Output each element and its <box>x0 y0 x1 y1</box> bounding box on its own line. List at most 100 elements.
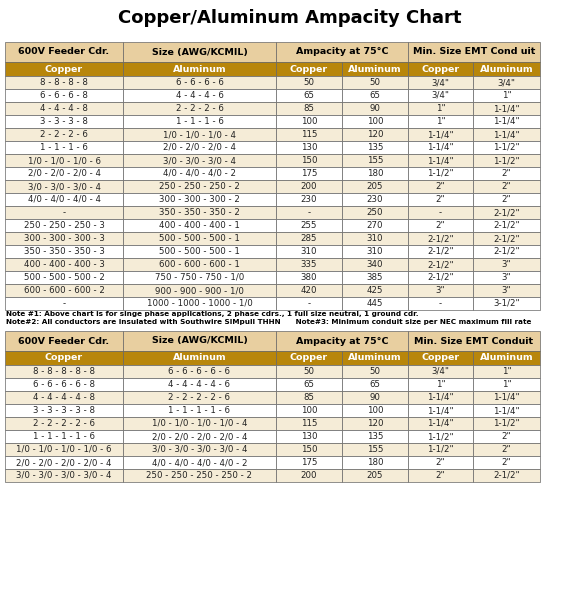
Bar <box>276 297 342 310</box>
Text: 85: 85 <box>303 104 314 113</box>
Text: 2-1/2": 2-1/2" <box>427 260 454 269</box>
Bar <box>473 443 540 456</box>
Text: 120: 120 <box>367 419 383 428</box>
Bar <box>123 351 276 365</box>
Text: 1": 1" <box>436 380 445 389</box>
Text: Size (AWG/KCMIL): Size (AWG/KCMIL) <box>151 337 248 346</box>
Bar <box>473 141 540 154</box>
Text: Min. Size EMT Cond uit: Min. Size EMT Cond uit <box>413 47 535 56</box>
Bar <box>123 62 276 76</box>
Text: Copper/Aluminum Ampacity Chart: Copper/Aluminum Ampacity Chart <box>118 9 462 27</box>
Bar <box>473 154 540 167</box>
Bar <box>5 154 123 167</box>
Text: 130: 130 <box>301 143 317 152</box>
Bar <box>276 141 342 154</box>
Bar <box>473 193 540 206</box>
Bar <box>123 404 276 417</box>
Text: 2": 2" <box>436 195 445 204</box>
Bar <box>473 167 540 180</box>
Bar <box>123 76 276 89</box>
Bar <box>123 443 276 456</box>
Text: 4 - 4 - 4 - 8: 4 - 4 - 4 - 8 <box>40 104 88 113</box>
Text: 2": 2" <box>502 169 512 178</box>
Text: 2-1/2": 2-1/2" <box>493 471 520 480</box>
Text: 2": 2" <box>502 445 512 454</box>
Bar <box>342 219 408 232</box>
Bar <box>342 180 408 193</box>
Text: 4/0 - 4/0 - 4/0 - 4: 4/0 - 4/0 - 4/0 - 4 <box>27 195 100 204</box>
Text: Aluminum: Aluminum <box>348 64 402 73</box>
Bar <box>342 469 408 482</box>
Bar <box>276 206 342 219</box>
Bar <box>123 115 276 128</box>
Text: 1000 - 1000 - 1000 - 1/0: 1000 - 1000 - 1000 - 1/0 <box>147 299 252 308</box>
Bar <box>473 62 540 76</box>
Bar <box>342 102 408 115</box>
Bar <box>123 193 276 206</box>
Bar <box>5 62 123 76</box>
Bar <box>123 430 276 443</box>
Text: 500 - 500 - 500 - 1: 500 - 500 - 500 - 1 <box>159 247 240 256</box>
Text: 2": 2" <box>436 182 445 191</box>
Text: 2": 2" <box>436 221 445 230</box>
Bar <box>408 404 473 417</box>
Text: 1": 1" <box>502 367 512 376</box>
Text: 65: 65 <box>369 380 380 389</box>
Text: 4/0 - 4/0 - 4/0 - 4/0 - 2: 4/0 - 4/0 - 4/0 - 4/0 - 2 <box>152 458 247 467</box>
Bar <box>408 378 473 391</box>
Text: 1-1/4": 1-1/4" <box>427 143 454 152</box>
Text: 600 - 600 - 600 - 1: 600 - 600 - 600 - 1 <box>159 260 240 269</box>
Bar <box>123 284 276 297</box>
Bar <box>408 443 473 456</box>
Text: Aluminum: Aluminum <box>173 64 226 73</box>
Text: 130: 130 <box>301 432 317 441</box>
Bar <box>408 456 473 469</box>
Bar <box>473 102 540 115</box>
Text: 250 - 250 - 250 - 2: 250 - 250 - 250 - 2 <box>159 182 240 191</box>
Text: 3/4": 3/4" <box>498 78 516 87</box>
Text: 3": 3" <box>502 260 512 269</box>
Bar <box>408 391 473 404</box>
Bar <box>5 430 123 443</box>
Bar <box>123 469 276 482</box>
Bar <box>473 245 540 258</box>
Text: 2": 2" <box>502 458 512 467</box>
Text: 200: 200 <box>301 182 317 191</box>
Text: 350 - 350 - 350 - 2: 350 - 350 - 350 - 2 <box>159 208 240 217</box>
Bar <box>408 271 473 284</box>
Bar <box>342 284 408 297</box>
Text: 310: 310 <box>367 234 383 243</box>
Bar <box>408 180 473 193</box>
Text: 90: 90 <box>369 393 380 402</box>
Bar <box>408 469 473 482</box>
Text: Copper: Copper <box>290 353 328 362</box>
Bar <box>276 219 342 232</box>
Bar <box>5 102 123 115</box>
Text: 2 - 2 - 2 - 6: 2 - 2 - 2 - 6 <box>176 104 223 113</box>
Bar <box>5 331 123 351</box>
Text: 50: 50 <box>369 78 380 87</box>
Bar <box>5 206 123 219</box>
Bar <box>342 417 408 430</box>
Text: Copper: Copper <box>45 353 83 362</box>
Bar <box>276 76 342 89</box>
Text: 445: 445 <box>367 299 383 308</box>
Bar <box>276 180 342 193</box>
Bar <box>276 258 342 271</box>
Bar <box>5 141 123 154</box>
Text: 3 - 3 - 3 - 8: 3 - 3 - 3 - 8 <box>40 117 88 126</box>
Text: 6 - 6 - 6 - 6 - 8: 6 - 6 - 6 - 6 - 8 <box>33 380 95 389</box>
Bar <box>473 404 540 417</box>
Bar <box>276 430 342 443</box>
Text: 2-1/2": 2-1/2" <box>493 234 520 243</box>
Text: 150: 150 <box>301 156 317 165</box>
Bar <box>5 284 123 297</box>
Text: 8 - 8 - 8 - 8 - 8: 8 - 8 - 8 - 8 - 8 <box>33 367 95 376</box>
Text: 3/4": 3/4" <box>432 78 450 87</box>
Bar <box>408 219 473 232</box>
Bar <box>342 206 408 219</box>
Text: 350 - 350 - 350 - 3: 350 - 350 - 350 - 3 <box>24 247 104 256</box>
Bar <box>408 76 473 89</box>
Bar <box>5 378 123 391</box>
Text: 900 - 900 - 900 - 1/0: 900 - 900 - 900 - 1/0 <box>155 286 244 295</box>
